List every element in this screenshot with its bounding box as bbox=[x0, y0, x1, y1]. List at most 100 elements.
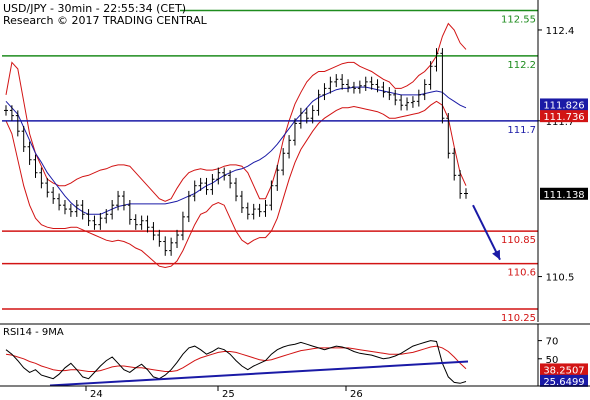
candle bbox=[86, 209, 91, 226]
candle bbox=[74, 199, 79, 217]
candle bbox=[322, 83, 327, 101]
chart-copyright: Research © 2017 TRADING CENTRAL bbox=[3, 14, 207, 27]
price-tag: 111.736 bbox=[540, 110, 588, 123]
date-axis: 24 25 26 bbox=[0, 385, 590, 400]
candle bbox=[410, 96, 415, 108]
candle bbox=[405, 97, 410, 111]
candle bbox=[175, 229, 180, 249]
candle bbox=[304, 107, 309, 124]
rsi-tick-label: 70 bbox=[546, 337, 559, 348]
candle bbox=[145, 215, 150, 233]
candle bbox=[351, 81, 356, 94]
candle bbox=[328, 76, 333, 94]
svg-text:38.2507: 38.2507 bbox=[543, 365, 584, 376]
candle bbox=[80, 199, 85, 220]
candle bbox=[363, 76, 368, 91]
candle bbox=[116, 190, 121, 211]
rsi-tick-label: 50 bbox=[546, 355, 559, 366]
price-axis: 112.4 111.7 110.5 bbox=[537, 0, 575, 322]
candle bbox=[251, 203, 256, 220]
candle bbox=[416, 89, 421, 107]
candle bbox=[51, 187, 56, 204]
candle bbox=[204, 177, 209, 195]
svg-text:111.138: 111.138 bbox=[543, 190, 584, 201]
price-tag: 111.138 bbox=[540, 187, 588, 201]
candle bbox=[310, 105, 315, 124]
candle bbox=[334, 74, 339, 88]
candle bbox=[151, 222, 156, 241]
candle bbox=[287, 135, 292, 159]
candles-layer bbox=[4, 48, 468, 256]
candle bbox=[133, 214, 138, 230]
candle bbox=[180, 211, 185, 241]
candle bbox=[381, 81, 386, 98]
candle bbox=[281, 148, 286, 176]
candle bbox=[257, 203, 262, 217]
candle bbox=[393, 89, 398, 106]
candle bbox=[45, 177, 50, 198]
candle bbox=[157, 229, 162, 247]
candle bbox=[316, 89, 321, 116]
rsi-value-tag: 38.2507 bbox=[540, 363, 588, 376]
candle bbox=[216, 167, 221, 185]
candle bbox=[422, 79, 427, 101]
rsi-ma-line bbox=[5, 345, 467, 372]
candle bbox=[68, 203, 73, 217]
candle bbox=[27, 141, 32, 165]
candle bbox=[92, 215, 97, 230]
candle bbox=[139, 215, 144, 230]
candle bbox=[440, 48, 445, 124]
candle bbox=[228, 170, 233, 189]
price-tick-label: 110.5 bbox=[546, 273, 575, 284]
level-label: 112.2 bbox=[507, 60, 536, 71]
candle bbox=[104, 209, 109, 224]
levels-layer: 112.55 112.2 111.7 110.85 110.6 110.25 bbox=[2, 9, 538, 324]
candle bbox=[298, 107, 303, 129]
candle bbox=[186, 190, 191, 223]
candle bbox=[434, 48, 439, 72]
candle bbox=[387, 87, 392, 101]
candle bbox=[169, 237, 174, 256]
level-label: 110.6 bbox=[507, 268, 536, 279]
candle bbox=[458, 170, 463, 199]
svg-text:111.826: 111.826 bbox=[543, 100, 584, 111]
candle bbox=[121, 190, 126, 211]
candle bbox=[340, 74, 345, 90]
candle bbox=[399, 94, 404, 111]
candle bbox=[110, 199, 115, 220]
level-label: 111.7 bbox=[507, 125, 536, 136]
price-tag: 111.826 bbox=[540, 98, 588, 111]
candle bbox=[98, 212, 103, 230]
candle bbox=[239, 190, 244, 213]
candle bbox=[163, 236, 168, 256]
candle bbox=[269, 180, 274, 211]
level-label: 110.85 bbox=[501, 235, 536, 246]
candle bbox=[292, 118, 297, 146]
bollinger-upper-line bbox=[5, 22, 467, 202]
candle bbox=[452, 148, 457, 181]
candle bbox=[263, 199, 268, 217]
candle bbox=[192, 180, 197, 202]
candle bbox=[222, 167, 227, 181]
level-label: 110.25 bbox=[501, 313, 536, 324]
candle bbox=[127, 199, 132, 225]
date-tick-label: 26 bbox=[350, 389, 363, 400]
svg-text:25.6499: 25.6499 bbox=[543, 377, 584, 388]
forecast-arrow-layer bbox=[472, 204, 501, 261]
chart-title: USD/JPY - 30min - 22:55:34 (CET) bbox=[3, 2, 187, 15]
candle bbox=[275, 164, 280, 191]
rsi-value-tag: 25.6499 bbox=[540, 374, 588, 388]
candle bbox=[62, 199, 67, 215]
candle bbox=[464, 188, 468, 199]
price-tick-label: 112.4 bbox=[546, 26, 575, 37]
date-tick-label: 24 bbox=[90, 389, 103, 400]
candle bbox=[357, 80, 362, 94]
candle bbox=[21, 126, 26, 152]
candle bbox=[210, 174, 215, 195]
candle bbox=[57, 193, 62, 211]
candle bbox=[33, 154, 38, 178]
